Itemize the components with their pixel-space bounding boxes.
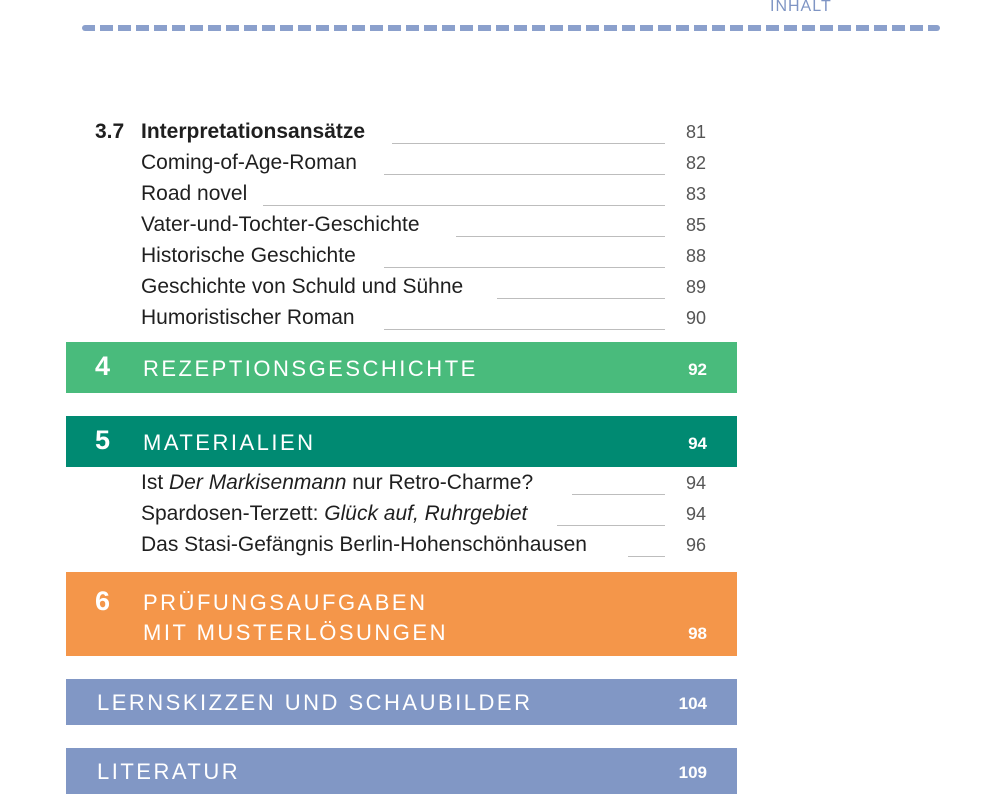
toc-entry[interactable]: Coming-of-Age-Roman 82 — [0, 149, 740, 179]
dot-leader — [263, 205, 665, 206]
entry-title: Vater-und-Tochter-Geschichte — [141, 213, 420, 236]
entry-title: Road novel — [141, 182, 248, 205]
entry-title: Coming-of-Age-Roman — [141, 151, 357, 174]
entry-title: Das Stasi-Gefängnis Berlin-Hohenschönhau… — [141, 533, 587, 556]
page-number: 94 — [688, 434, 707, 453]
toc-entry[interactable]: Geschichte von Schuld und Sühne 89 — [0, 273, 740, 303]
toc-entry[interactable]: Spardosen-Terzett: Glück auf, Ruhrgebiet… — [0, 500, 740, 530]
chapter-title-line-1: PRÜFUNGSAUFGABEN — [143, 590, 428, 615]
page-number: 83 — [686, 184, 707, 204]
toc-entry[interactable]: Das Stasi-Gefängnis Berlin-Hohenschönhau… — [0, 531, 740, 561]
toc-entry[interactable]: Vater-und-Tochter-Geschichte 85 — [0, 211, 740, 241]
toc-entry-3-7[interactable]: 3.7 Interpretationsansätze 81 — [0, 118, 740, 148]
dot-leader — [497, 298, 665, 299]
chapter-title: LERNSKIZZEN UND SCHAUBILDER — [97, 690, 533, 715]
entry-title: Geschichte von Schuld und Sühne — [141, 275, 464, 298]
chapter-title-line-2: MIT MUSTERLÖSUNGEN — [143, 620, 448, 645]
toc-entry[interactable]: Humoristischer Roman 90 — [0, 304, 740, 334]
page-number: 94 — [686, 504, 707, 524]
dot-leader — [456, 236, 665, 237]
entry-title: Spardosen-Terzett: Glück auf, Ruhrgebiet — [141, 502, 528, 525]
running-header-label: INHALT — [770, 0, 832, 15]
dot-leader — [384, 174, 665, 175]
chapter-title: MATERIALIEN — [143, 430, 316, 455]
chapter-number: 6 — [95, 586, 111, 616]
page-number: 96 — [686, 535, 707, 555]
chapter-number: 5 — [95, 425, 111, 455]
page-number: 89 — [686, 277, 707, 297]
dot-leader — [628, 556, 665, 557]
dot-leader — [557, 525, 665, 526]
page-number: 85 — [686, 215, 707, 235]
page-number: 81 — [686, 122, 707, 142]
entry-title: Ist Der Markisenmann nur Retro-Charme? — [141, 471, 534, 494]
chapter-6-band[interactable]: 6 PRÜFUNGSAUFGABEN MIT MUSTERLÖSUNGEN 98 — [66, 572, 737, 656]
entry-title: Humoristischer Roman — [141, 306, 355, 329]
page-number: 94 — [686, 473, 707, 493]
page-number: 109 — [678, 763, 707, 782]
chapter-title: LITERATUR — [97, 759, 241, 784]
chapter-5-band[interactable]: 5 MATERIALIEN 94 — [66, 416, 737, 467]
page-number: 82 — [686, 153, 707, 173]
dot-leader — [392, 143, 665, 144]
toc-entry[interactable]: Road novel 83 — [0, 180, 740, 210]
literatur-band[interactable]: LITERATUR 109 — [66, 748, 737, 794]
chapter-title: REZEPTIONSGESCHICHTE — [143, 356, 478, 381]
section-number: 3.7 — [95, 120, 125, 143]
page-number: 98 — [688, 624, 707, 643]
chapter-4-band[interactable]: 4 REZEPTIONSGESCHICHTE 92 — [66, 342, 737, 393]
lernskizzen-band[interactable]: LERNSKIZZEN UND SCHAUBILDER 104 — [66, 679, 737, 725]
dot-leader — [384, 329, 665, 330]
page-number: 92 — [688, 360, 707, 379]
dot-leader — [384, 267, 665, 268]
entry-title: Historische Geschichte — [141, 244, 356, 267]
page-number: 104 — [678, 694, 707, 713]
page-number: 88 — [686, 246, 707, 266]
toc-entry[interactable]: Historische Geschichte 88 — [0, 242, 740, 272]
header-dashed-rule — [82, 25, 940, 31]
chapter-number: 4 — [95, 351, 111, 381]
page-number: 90 — [686, 308, 707, 328]
toc-entry[interactable]: Ist Der Markisenmann nur Retro-Charme? 9… — [0, 469, 740, 499]
section-title: Interpretationsansätze — [141, 120, 366, 143]
dot-leader — [572, 494, 665, 495]
